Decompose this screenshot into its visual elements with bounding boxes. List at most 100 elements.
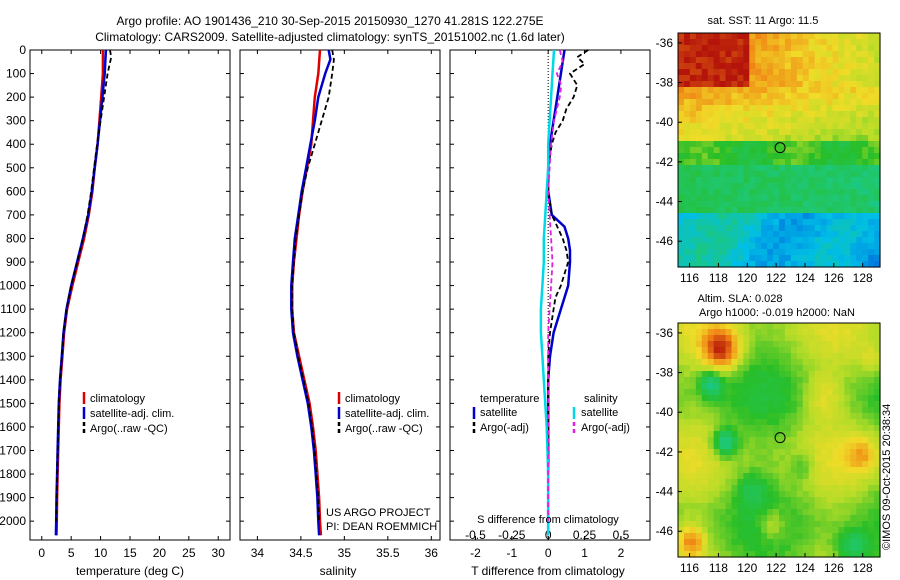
- heatmap-cell: [868, 123, 875, 130]
- heatmap-cell: [683, 329, 691, 336]
- heatmap-cell: [678, 171, 685, 178]
- heatmap-cell: [755, 147, 762, 154]
- heatmap-cell: [755, 503, 762, 510]
- heatmap-cell: [719, 323, 727, 330]
- heatmap-cell: [761, 491, 768, 498]
- heatmap-cell: [731, 485, 739, 492]
- heatmap-cell: [713, 207, 721, 214]
- heatmap-cell: [820, 461, 828, 468]
- heatmap-cell: [719, 341, 727, 348]
- heatmap-cell: [850, 323, 857, 330]
- heatmap-cell: [707, 45, 715, 52]
- heatmap-cell: [725, 129, 733, 136]
- heatmap-cell: [820, 503, 828, 510]
- heatmap-cell: [850, 413, 857, 420]
- heatmap-cell: [779, 545, 786, 552]
- heatmap-cell: [796, 497, 804, 504]
- heatmap-cell: [755, 141, 762, 148]
- heatmap-cell: [850, 341, 857, 348]
- heatmap-cell: [701, 497, 709, 504]
- heatmap-cell: [683, 515, 691, 522]
- heatmap-cell: [784, 261, 792, 268]
- heatmap-cell: [773, 539, 780, 546]
- heatmap-cell: [820, 123, 828, 130]
- heatmap-cell: [802, 195, 810, 202]
- heatmap-cell: [832, 111, 840, 118]
- heatmap-cell: [689, 75, 697, 82]
- heatmap-cell: [856, 503, 863, 510]
- heatmap-cell: [761, 225, 768, 232]
- heatmap-cell: [678, 51, 685, 58]
- heatmap-cell: [678, 225, 685, 232]
- heatmap-cell: [678, 323, 685, 330]
- heatmap-cell: [683, 365, 691, 372]
- heatmap-cell: [689, 509, 697, 516]
- heatmap-cell: [701, 93, 709, 100]
- heatmap-cell: [761, 213, 768, 220]
- heatmap-cell: [862, 449, 869, 456]
- heatmap-cell: [862, 177, 869, 184]
- heatmap-cell: [755, 551, 762, 558]
- heatmap-cell: [761, 99, 768, 106]
- heatmap-cell: [856, 335, 863, 342]
- heatmap-cell: [826, 365, 834, 372]
- heatmap-cell: [695, 51, 703, 58]
- heatmap-cell: [719, 75, 727, 82]
- sst-map-title: sat. SST: 11 Argo: 11.5: [708, 15, 819, 27]
- heatmap-cell: [749, 201, 756, 208]
- heatmap-cell: [838, 159, 845, 166]
- heatmap-cell: [796, 171, 804, 178]
- heatmap-cell: [701, 39, 709, 46]
- x-tick-label: 1: [581, 546, 588, 560]
- heatmap-cell: [767, 135, 774, 142]
- heatmap-cell: [874, 341, 881, 348]
- heatmap-cell: [826, 395, 834, 402]
- heatmap-cell: [862, 237, 869, 244]
- heatmap-cell: [796, 183, 804, 190]
- heatmap-cell: [707, 51, 715, 58]
- heatmap-cell: [802, 539, 810, 546]
- heatmap-cell: [850, 231, 857, 238]
- heatmap-cell: [874, 99, 881, 106]
- heatmap-cell: [814, 443, 822, 450]
- heatmap-cell: [678, 39, 685, 46]
- heatmap-cell: [826, 159, 834, 166]
- depth-tick-label: 900: [6, 255, 26, 269]
- heatmap-cell: [856, 509, 863, 516]
- heatmap-cell: [743, 431, 750, 438]
- heatmap-cell: [844, 449, 851, 456]
- heatmap-cell: [862, 129, 869, 136]
- heatmap-cell: [790, 485, 798, 492]
- heatmap-cell: [707, 261, 715, 268]
- heatmap-cell: [719, 261, 727, 268]
- heatmap-cell: [874, 473, 881, 480]
- heatmap-cell: [749, 323, 756, 330]
- heatmap-cell: [755, 135, 762, 142]
- heatmap-cell: [838, 141, 845, 148]
- heatmap-cell: [802, 39, 810, 46]
- heatmap-cell: [784, 87, 792, 94]
- heatmap-cell: [826, 105, 834, 112]
- heatmap-cell: [678, 219, 685, 226]
- heatmap-cell: [707, 159, 715, 166]
- heatmap-cell: [844, 539, 851, 546]
- heatmap-cell: [695, 533, 703, 540]
- heatmap-cell: [844, 515, 851, 522]
- heatmap-cell: [826, 93, 834, 100]
- heatmap-cell: [856, 407, 863, 414]
- heatmap-cell: [790, 39, 798, 46]
- heatmap-cell: [731, 407, 739, 414]
- heatmap-cell: [719, 231, 727, 238]
- heatmap-cell: [707, 377, 715, 384]
- heatmap-cell: [743, 323, 750, 330]
- heatmap-cell: [683, 123, 691, 130]
- heatmap-cell: [749, 207, 756, 214]
- heatmap-cell: [779, 443, 786, 450]
- heatmap-cell: [802, 261, 810, 268]
- heatmap-cell: [802, 93, 810, 100]
- heatmap-cell: [678, 129, 685, 136]
- heatmap-cell: [695, 479, 703, 486]
- heatmap-cell: [701, 341, 709, 348]
- heatmap-cell: [796, 353, 804, 360]
- heatmap-cell: [796, 413, 804, 420]
